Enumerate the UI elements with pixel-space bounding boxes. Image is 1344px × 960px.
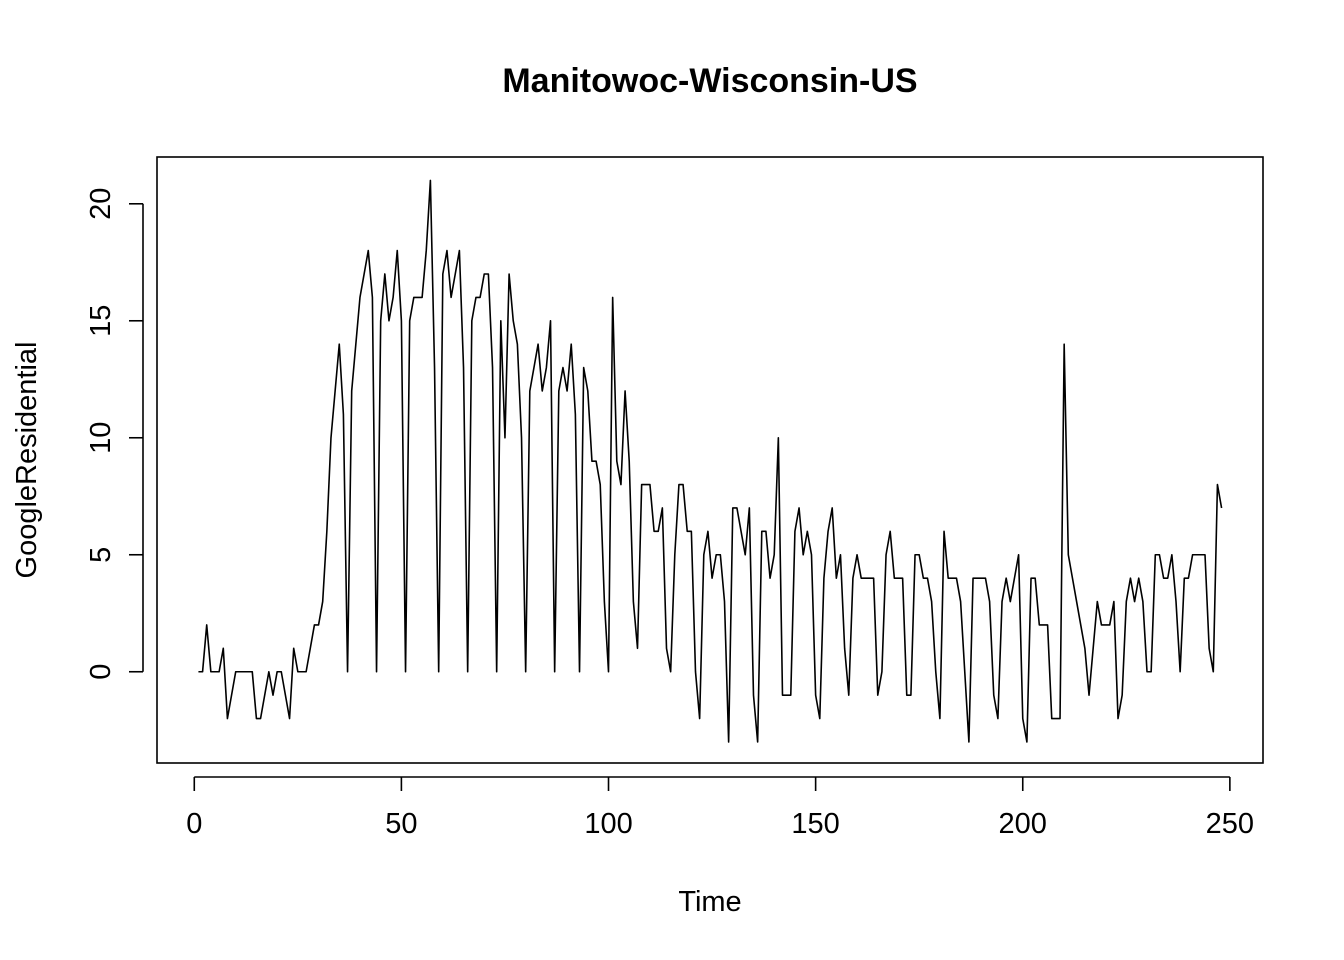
x-tick-label: 0 xyxy=(186,808,202,840)
chart-title: Manitowoc-Wisconsin-US xyxy=(502,62,917,100)
y-tick-label: 15 xyxy=(85,305,117,337)
y-axis-label: GoogleResidential xyxy=(11,342,43,579)
y-tick-label: 10 xyxy=(85,422,117,454)
y-tick-label: 5 xyxy=(85,547,117,563)
y-tick-label: 0 xyxy=(85,664,117,680)
y-axis: 0 5 10 15 20 xyxy=(85,188,144,680)
x-tick-label: 250 xyxy=(1206,808,1254,840)
y-tick-label: 20 xyxy=(85,188,117,220)
x-axis: 0 50 100 150 200 250 xyxy=(186,776,1254,840)
plot-frame xyxy=(156,156,1264,764)
series-line xyxy=(198,179,1223,743)
x-tick-label: 50 xyxy=(385,808,417,840)
x-tick-label: 150 xyxy=(791,808,839,840)
x-tick-label: 100 xyxy=(584,808,632,840)
x-tick-label: 200 xyxy=(999,808,1047,840)
x-axis-label: Time xyxy=(678,886,741,918)
